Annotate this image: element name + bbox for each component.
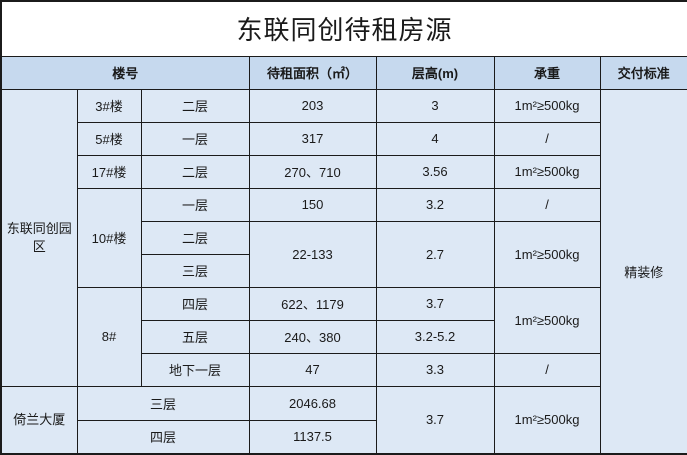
header-height: 层高(m) bbox=[375, 55, 495, 90]
floor-cell: 三层 bbox=[76, 385, 250, 421]
building-cell: 10#楼 bbox=[76, 187, 142, 288]
park-name: 倚兰大厦 bbox=[0, 385, 78, 455]
area-cell: 2046.68 bbox=[248, 385, 377, 421]
height-cell: 3 bbox=[375, 88, 495, 123]
area-cell: 240、380 bbox=[248, 319, 377, 354]
floor-cell: 四层 bbox=[76, 419, 250, 455]
area-cell: 203 bbox=[248, 88, 377, 123]
floor-cell: 二层 bbox=[140, 154, 250, 189]
load-cell: / bbox=[493, 121, 601, 156]
height-cell: 4 bbox=[375, 121, 495, 156]
load-cell: 1m²≥500kg bbox=[493, 385, 601, 455]
load-cell: 1m²≥500kg bbox=[493, 88, 601, 123]
height-cell: 3.2-5.2 bbox=[375, 319, 495, 354]
height-cell: 3.7 bbox=[375, 286, 495, 321]
floor-cell: 二层 bbox=[140, 220, 250, 255]
load-cell: 1m²≥500kg bbox=[493, 154, 601, 189]
building-cell: 17#楼 bbox=[76, 154, 142, 189]
floor-cell: 三层 bbox=[140, 253, 250, 288]
height-cell: 2.7 bbox=[375, 220, 495, 288]
header-building: 楼号 bbox=[0, 55, 250, 90]
delivery-standard: 精装修 bbox=[599, 88, 687, 455]
height-cell: 3.3 bbox=[375, 352, 495, 387]
table-title: 东联同创待租房源 bbox=[0, 0, 687, 57]
height-cell: 3.2 bbox=[375, 187, 495, 222]
header-load: 承重 bbox=[493, 55, 601, 90]
area-cell: 47 bbox=[248, 352, 377, 387]
building-cell: 5#楼 bbox=[76, 121, 142, 156]
height-cell: 3.56 bbox=[375, 154, 495, 189]
load-cell: 1m²≥500kg bbox=[493, 286, 601, 354]
floor-cell: 五层 bbox=[140, 319, 250, 354]
floor-cell: 四层 bbox=[140, 286, 250, 321]
building-cell: 8# bbox=[76, 286, 142, 387]
height-cell: 3.7 bbox=[375, 385, 495, 455]
building-cell: 3#楼 bbox=[76, 88, 142, 123]
load-cell: 1m²≥500kg bbox=[493, 220, 601, 288]
area-cell: 622、1179 bbox=[248, 286, 377, 321]
area-cell: 150 bbox=[248, 187, 377, 222]
area-cell: 317 bbox=[248, 121, 377, 156]
load-cell: / bbox=[493, 352, 601, 387]
floor-cell: 一层 bbox=[140, 121, 250, 156]
floor-cell: 地下一层 bbox=[140, 352, 250, 387]
park-name: 东联同创园区 bbox=[0, 88, 78, 387]
header-area: 待租面积（㎡） bbox=[248, 55, 377, 90]
area-cell: 270、710 bbox=[248, 154, 377, 189]
floor-cell: 二层 bbox=[140, 88, 250, 123]
header-delivery: 交付标准 bbox=[599, 55, 687, 90]
load-cell: / bbox=[493, 187, 601, 222]
floor-cell: 一层 bbox=[140, 187, 250, 222]
area-cell: 1137.5 bbox=[248, 419, 377, 455]
area-cell: 22-133 bbox=[248, 220, 377, 288]
